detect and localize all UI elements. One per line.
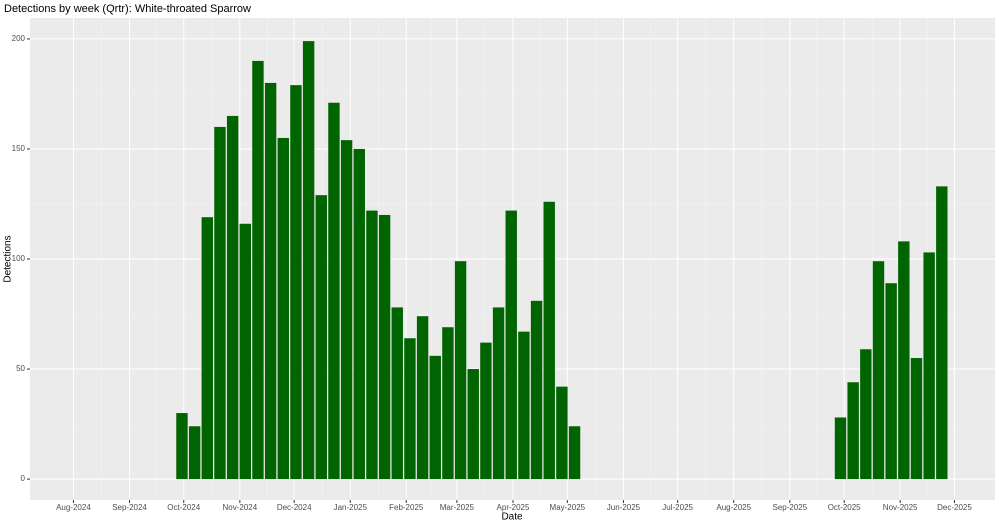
- x-tick-label: Dec-2024: [277, 503, 312, 512]
- x-tick-label: Mar-2025: [440, 503, 475, 512]
- bar: [404, 338, 416, 480]
- bar: [176, 413, 188, 480]
- bar: [923, 252, 935, 480]
- bar: [467, 369, 479, 480]
- bar: [201, 217, 213, 480]
- y-tick-label: 200: [12, 34, 26, 43]
- bar: [340, 140, 353, 480]
- bar: [530, 300, 543, 480]
- x-tick-label: Sep-2024: [112, 503, 147, 512]
- bar: [910, 358, 923, 480]
- x-tick-label: Oct-2024: [167, 503, 200, 512]
- bar: [366, 210, 378, 480]
- y-axis-label: Detections: [3, 235, 14, 282]
- bar: [214, 126, 226, 480]
- y-tick-label: 150: [12, 144, 26, 153]
- bar: [277, 137, 289, 480]
- y-tick-label: 0: [21, 474, 26, 483]
- bar: [885, 283, 897, 480]
- bar: [302, 41, 315, 480]
- x-tick-label: May-2025: [550, 503, 586, 512]
- x-tick-label: Dec-2025: [937, 503, 972, 512]
- x-tick-label: Feb-2025: [389, 503, 424, 512]
- bar: [454, 261, 467, 480]
- bar: [480, 342, 492, 480]
- bar: [315, 195, 327, 480]
- bar: [290, 85, 302, 480]
- bar: [860, 349, 872, 480]
- bar: [226, 115, 239, 480]
- bar: [391, 307, 403, 480]
- chart-title: Detections by week (Qrtr): White-throate…: [4, 3, 251, 15]
- bar: [442, 327, 454, 480]
- bar: [239, 223, 251, 480]
- x-tick-label: Nov-2025: [883, 503, 918, 512]
- x-tick-label: Sep-2025: [772, 503, 807, 512]
- bar: [834, 417, 847, 480]
- x-tick-label: Jun-2025: [607, 503, 641, 512]
- bar: [252, 60, 264, 480]
- bar: [556, 386, 568, 480]
- bar: [429, 355, 441, 480]
- x-tick-label: Nov-2024: [222, 503, 257, 512]
- bar: [416, 316, 429, 480]
- bar: [328, 102, 340, 480]
- bar: [505, 210, 517, 480]
- bar: [872, 261, 885, 480]
- bar: [568, 426, 581, 480]
- bar: [936, 186, 948, 480]
- x-axis-label: Date: [501, 512, 523, 523]
- bar: [518, 331, 530, 480]
- y-tick-label: 50: [16, 364, 25, 373]
- x-tick-label: Jul-2025: [662, 503, 693, 512]
- x-tick-label: Apr-2025: [497, 503, 530, 512]
- x-tick-label: Jan-2025: [334, 503, 368, 512]
- x-tick-label: Aug-2025: [716, 503, 751, 512]
- bar: [378, 214, 391, 480]
- x-tick-label: Oct-2025: [828, 503, 861, 512]
- bar: [353, 148, 365, 480]
- bar: [847, 382, 859, 480]
- bar: [543, 201, 555, 480]
- x-tick-label: Aug-2024: [56, 503, 91, 512]
- bar: [492, 307, 505, 480]
- bar: [898, 241, 910, 480]
- y-tick-label: 100: [12, 254, 26, 263]
- bar: [264, 82, 277, 480]
- bar: [188, 426, 201, 480]
